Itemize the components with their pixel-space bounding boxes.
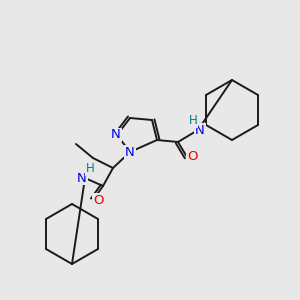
Text: N: N: [77, 172, 87, 184]
Text: H: H: [85, 163, 94, 176]
Text: H: H: [189, 115, 197, 128]
Text: N: N: [111, 128, 121, 142]
Text: N: N: [195, 124, 205, 136]
Text: O: O: [93, 194, 103, 206]
Text: N: N: [125, 146, 135, 158]
Text: O: O: [187, 151, 197, 164]
